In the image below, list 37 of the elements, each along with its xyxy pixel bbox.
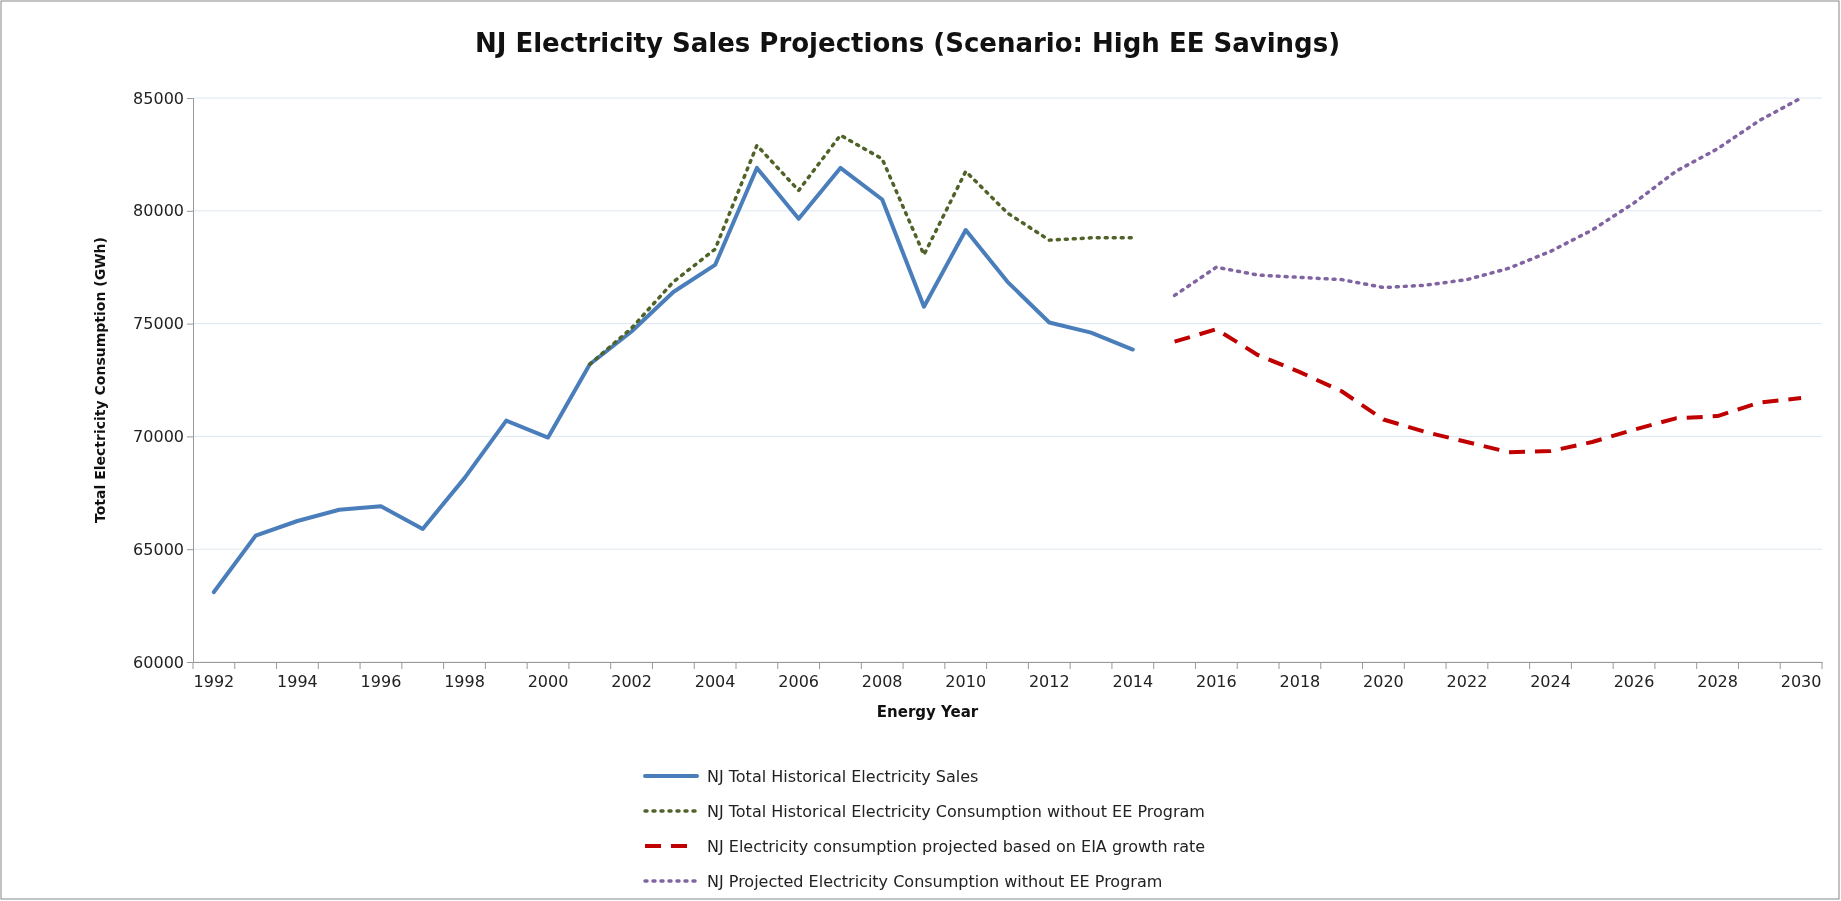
x-tick-label: 2012 <box>1028 672 1070 692</box>
line-series <box>588 133 1135 366</box>
x-axis-title: Energy Year <box>876 703 979 721</box>
x-tick-label: 2004 <box>694 672 736 692</box>
legend-label: NJ Total Historical Electricity Sales <box>707 767 979 786</box>
x-tick-label: 1996 <box>360 672 402 692</box>
x-tick-label: 2018 <box>1279 672 1321 692</box>
y-tick-label: 60000 <box>133 652 184 672</box>
y-tick-label: 70000 <box>133 427 184 447</box>
x-tick-label: 2014 <box>1112 672 1154 692</box>
x-tick-label: 2008 <box>861 672 903 692</box>
x-tick-label: 2020 <box>1363 672 1404 692</box>
x-tick-label: 2022 <box>1446 672 1488 692</box>
y-axis-title: Total Electricity Consumption (GWh) <box>92 237 108 523</box>
x-tick-label: 2024 <box>1530 672 1571 692</box>
x-tick-label: 2006 <box>778 672 820 692</box>
line-series <box>211 165 1135 595</box>
legend-label: NJ Electricity consumption projected based on EIA growth rate <box>707 837 1206 856</box>
y-tick-label: 85000 <box>133 88 184 108</box>
y-tick-label: 75000 <box>133 314 184 334</box>
x-tick-label: 2010 <box>945 672 987 692</box>
x-tick-label: 2000 <box>527 672 569 692</box>
line-series <box>1172 96 1803 298</box>
x-tick-label: 2026 <box>1613 672 1655 692</box>
legend-label: NJ Projected Electricity Consumption without EE Program <box>707 872 1163 891</box>
line-series <box>1172 327 1804 455</box>
x-tick-label: 2002 <box>611 672 652 692</box>
legend-label: NJ Total Historical Electricity Consumption without EE Program <box>707 802 1205 821</box>
x-tick-label: 2016 <box>1195 672 1237 692</box>
y-tick-label: 65000 <box>133 539 184 559</box>
x-tick-label: 2028 <box>1697 672 1738 692</box>
x-tick-label: 2030 <box>1780 672 1822 692</box>
chart-title: NJ Electricity Sales Projections (Scenario: High EE Savings) <box>474 28 1341 58</box>
y-tick-label: 80000 <box>133 201 184 221</box>
x-tick-label: 1994 <box>277 672 318 692</box>
x-tick-label: 1998 <box>444 672 485 692</box>
x-tick-label: 1992 <box>193 672 235 692</box>
